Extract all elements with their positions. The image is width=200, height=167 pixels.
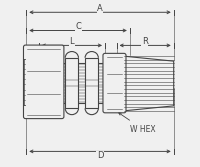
Text: R: R: [142, 37, 148, 46]
Text: A: A: [97, 4, 103, 13]
FancyBboxPatch shape: [103, 53, 126, 113]
Polygon shape: [85, 58, 98, 108]
Text: L: L: [70, 37, 74, 46]
Polygon shape: [62, 63, 103, 103]
Text: C: C: [76, 22, 81, 31]
Polygon shape: [65, 58, 78, 108]
Polygon shape: [124, 56, 174, 111]
Text: W HEX: W HEX: [119, 113, 155, 134]
FancyBboxPatch shape: [23, 45, 64, 119]
Text: D: D: [97, 151, 103, 160]
